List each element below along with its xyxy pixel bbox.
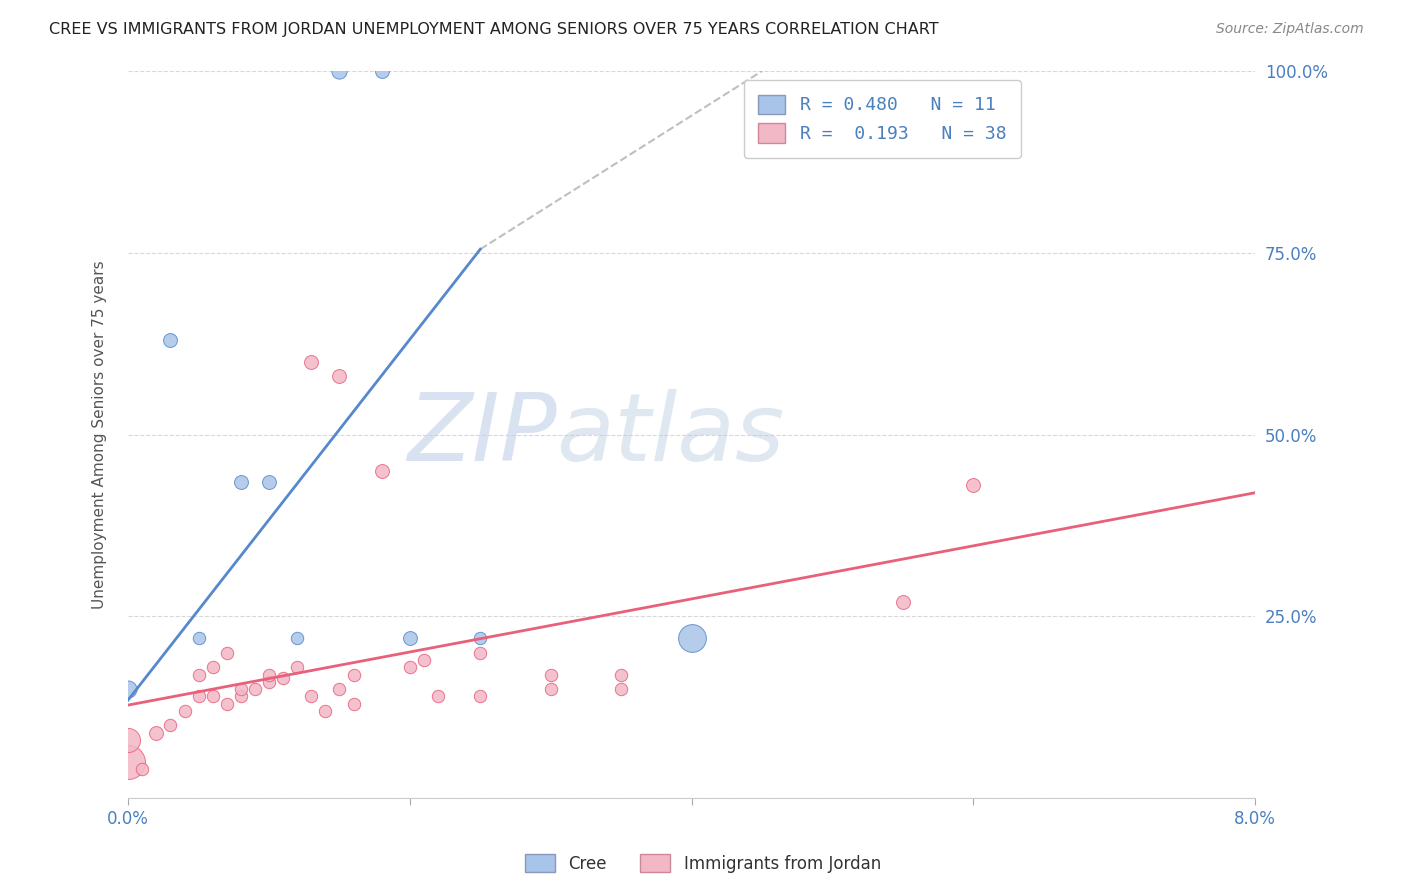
Point	[187, 667, 209, 681]
Text: atlas: atlas	[557, 389, 785, 480]
Point	[201, 690, 224, 704]
Point	[610, 667, 633, 681]
Point	[891, 595, 914, 609]
Point	[229, 475, 252, 489]
Point	[131, 762, 153, 776]
Y-axis label: Unemployment Among Seniors over 75 years: Unemployment Among Seniors over 75 years	[93, 260, 107, 609]
Point	[257, 667, 280, 681]
Point	[427, 690, 450, 704]
Point	[215, 697, 238, 711]
Point	[187, 631, 209, 645]
Point	[243, 682, 266, 697]
Legend: Cree, Immigrants from Jordan: Cree, Immigrants from Jordan	[519, 847, 887, 880]
Point	[610, 682, 633, 697]
Point	[470, 646, 492, 660]
Point	[399, 660, 422, 674]
Point	[271, 671, 294, 685]
Text: ZIP: ZIP	[406, 389, 557, 480]
Point	[370, 64, 392, 78]
Point	[342, 697, 364, 711]
Point	[159, 333, 181, 347]
Point	[328, 682, 350, 697]
Point	[145, 725, 167, 739]
Point	[342, 667, 364, 681]
Point	[117, 733, 139, 747]
Point	[229, 690, 252, 704]
Point	[257, 674, 280, 689]
Point	[299, 690, 322, 704]
Point	[173, 704, 195, 718]
Point	[299, 355, 322, 369]
Point	[314, 704, 336, 718]
Point	[962, 478, 984, 492]
Point	[285, 631, 308, 645]
Point	[328, 64, 350, 78]
Point	[681, 631, 703, 645]
Point	[540, 667, 562, 681]
Point	[540, 682, 562, 697]
Point	[117, 755, 139, 769]
Point	[229, 682, 252, 697]
Point	[470, 631, 492, 645]
Point	[159, 718, 181, 732]
Point	[470, 690, 492, 704]
Text: Source: ZipAtlas.com: Source: ZipAtlas.com	[1216, 22, 1364, 37]
Point	[201, 660, 224, 674]
Point	[187, 690, 209, 704]
Point	[215, 646, 238, 660]
Legend: R = 0.480   N = 11, R =  0.193   N = 38: R = 0.480 N = 11, R = 0.193 N = 38	[744, 80, 1021, 158]
Point	[257, 475, 280, 489]
Point	[117, 682, 139, 697]
Point	[285, 660, 308, 674]
Point	[328, 369, 350, 384]
Point	[413, 653, 436, 667]
Point	[399, 631, 422, 645]
Text: CREE VS IMMIGRANTS FROM JORDAN UNEMPLOYMENT AMONG SENIORS OVER 75 YEARS CORRELAT: CREE VS IMMIGRANTS FROM JORDAN UNEMPLOYM…	[49, 22, 939, 37]
Point	[370, 464, 392, 478]
